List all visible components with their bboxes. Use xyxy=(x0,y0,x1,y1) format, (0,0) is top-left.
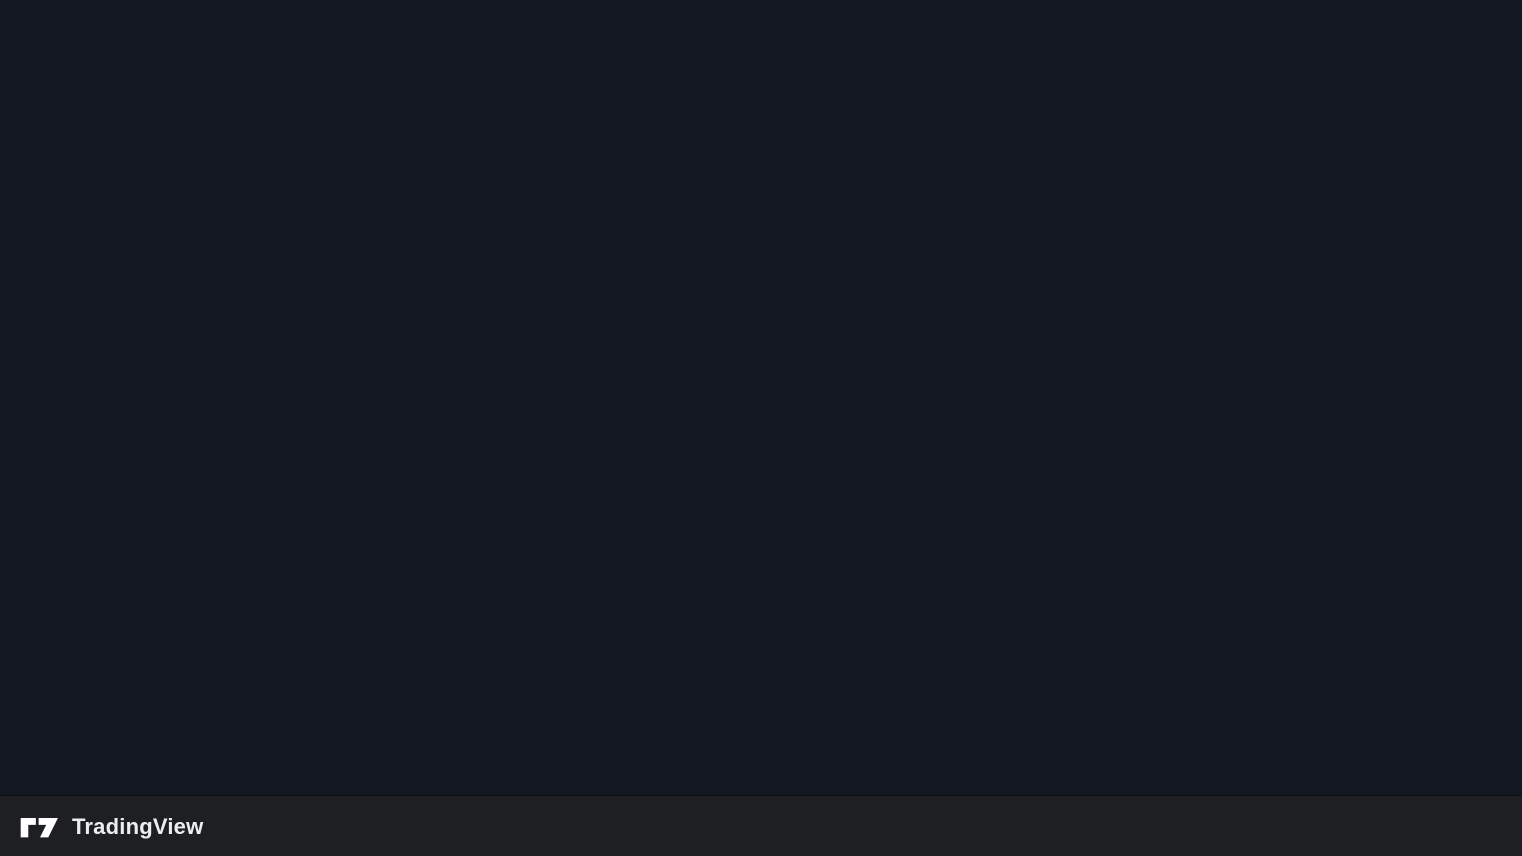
tradingview-logo[interactable]: TradingView xyxy=(20,812,203,842)
price-chart[interactable] xyxy=(0,0,1522,795)
tradingview-logo-text: TradingView xyxy=(72,813,204,839)
bottom-bar: TradingView xyxy=(0,795,1522,856)
tradingview-logo-icon xyxy=(20,817,58,837)
